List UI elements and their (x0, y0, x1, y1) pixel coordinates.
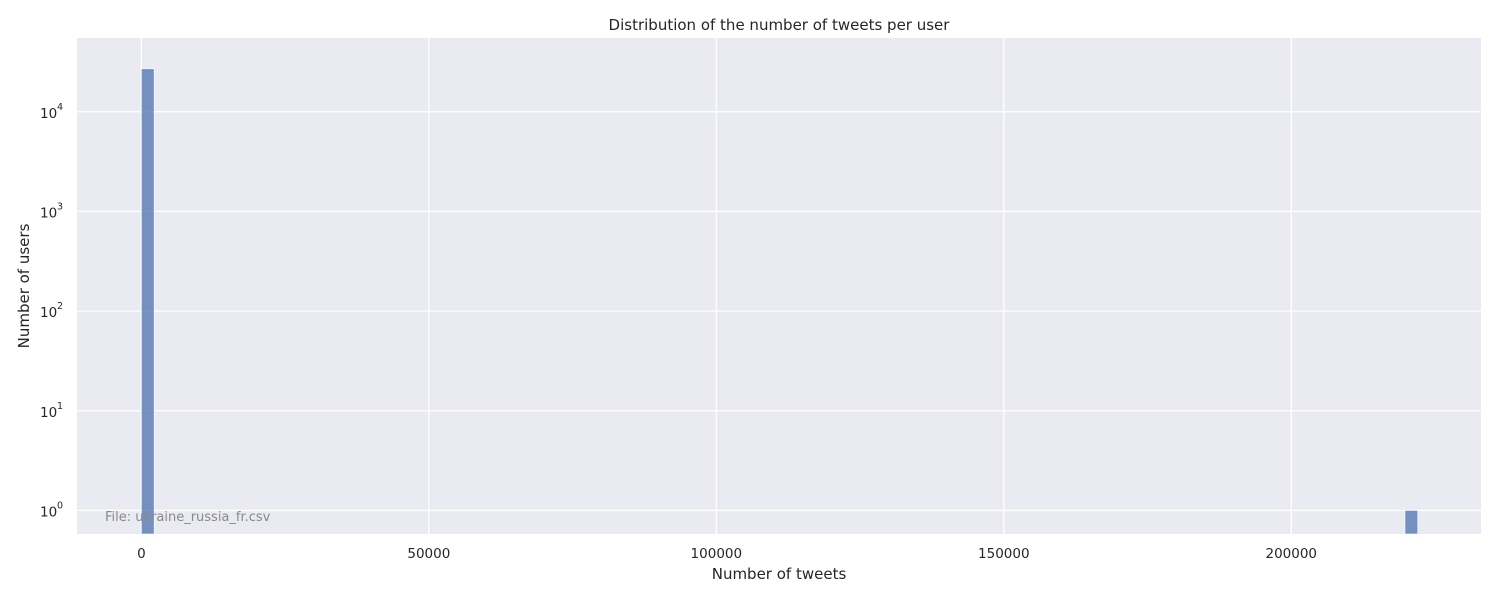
x-tick-label: 150000 (978, 546, 1030, 562)
chart-title: Distribution of the number of tweets per… (609, 16, 951, 34)
grid-lines (77, 38, 1481, 534)
x-axis-label: Number of tweets (712, 565, 847, 583)
y-tick-label: 10 (40, 405, 57, 421)
x-tick-label: 0 (137, 546, 146, 562)
x-tick-label: 50000 (407, 546, 450, 562)
y-tick-exponent: 3 (57, 201, 63, 212)
y-tick-label: 10 (40, 106, 57, 122)
x-axis-ticks: 0 50000 100000 150000 200000 (137, 546, 1317, 562)
histogram-bar (1404, 510, 1419, 535)
annotation-text: File: ukraine_russia_fr.csv (105, 510, 271, 525)
y-axis-label: Number of users (15, 223, 33, 348)
plot-area (77, 38, 1481, 534)
y-tick-label: 10 (40, 305, 57, 321)
y-tick-exponent: 1 (57, 401, 63, 412)
y-tick-exponent: 2 (57, 301, 63, 312)
x-tick-label: 100000 (691, 546, 743, 562)
x-tick-label: 200000 (1265, 546, 1317, 562)
y-tick-label: 10 (40, 504, 57, 520)
bars (141, 68, 1419, 535)
y-tick-exponent: 4 (57, 102, 63, 113)
histogram-bar (141, 68, 155, 535)
y-tick-exponent: 0 (57, 500, 63, 511)
y-tick-label: 10 (40, 205, 57, 221)
